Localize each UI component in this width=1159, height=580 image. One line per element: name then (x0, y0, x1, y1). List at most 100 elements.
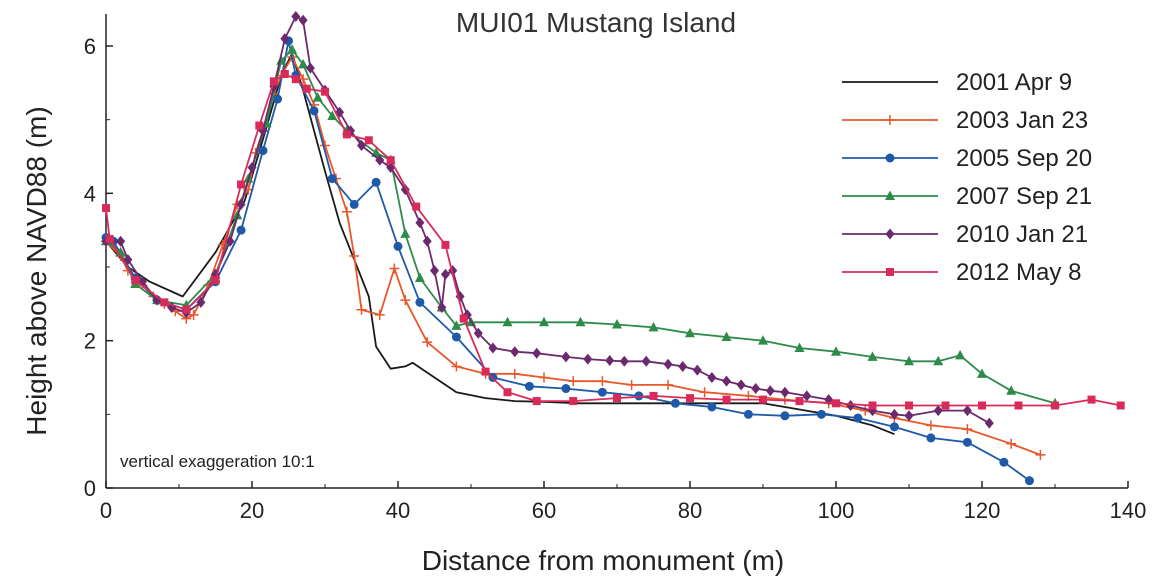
data-point (641, 355, 651, 367)
data-point (905, 401, 913, 410)
legend-entry: 2001 Apr 9 (842, 69, 1072, 96)
data-point (853, 413, 863, 423)
data-point (1087, 395, 1096, 404)
exaggeration-note: vertical exaggeration 10:1 (120, 452, 315, 471)
data-point (451, 361, 462, 372)
data-point (312, 92, 323, 102)
data-point (422, 235, 432, 247)
data-point (795, 397, 804, 406)
legend-label: 2001 Apr 9 (956, 69, 1072, 96)
data-point (440, 268, 450, 280)
axes: 0 20 40 60 80 100 120 140 0 2 4 6 (84, 14, 1146, 523)
x-tick-label: 40 (386, 498, 410, 523)
data-point (831, 346, 841, 356)
data-point (503, 388, 512, 397)
legend-label: 2005 Sep 20 (956, 145, 1092, 172)
data-point (327, 174, 337, 184)
data-point (758, 335, 768, 345)
data-point (481, 367, 490, 376)
data-point (765, 385, 775, 397)
data-point (375, 154, 385, 166)
data-point (374, 309, 385, 320)
data-point (182, 305, 191, 314)
data-point (364, 136, 373, 145)
data-point (459, 314, 468, 323)
data-point (437, 302, 447, 314)
data-point (685, 327, 695, 338)
data-point (524, 381, 534, 391)
data-point (751, 383, 761, 395)
data-point (532, 397, 541, 406)
x-tick-label: 120 (964, 498, 1001, 523)
data-point (131, 276, 140, 285)
data-point (412, 202, 421, 211)
data-point (502, 316, 513, 327)
series-1 (105, 52, 895, 436)
data-point (236, 225, 246, 235)
data-point (743, 409, 753, 419)
x-tick-label: 20 (240, 498, 264, 523)
data-point (1116, 401, 1125, 410)
data-point (225, 235, 235, 247)
data-point (342, 130, 351, 139)
legend: 2001 Apr 9 2003 Jan 23 2005 Sep 20 2007 Sep… (842, 69, 1092, 286)
series-line (105, 73, 1121, 407)
data-point (291, 11, 301, 23)
data-point (561, 384, 571, 394)
data-point (663, 379, 674, 390)
legend-label: 2010 Jan 21 (956, 221, 1088, 248)
series-line (105, 48, 1056, 405)
data-point (605, 355, 615, 367)
series-6 (102, 69, 1125, 410)
y-tick-label: 6 (84, 34, 96, 59)
data-point (305, 62, 315, 74)
data-point (699, 387, 710, 398)
series-line (106, 15, 990, 424)
data-point (255, 121, 264, 130)
data-point (1006, 438, 1017, 449)
data-point (794, 342, 805, 353)
data-point (400, 228, 411, 238)
data-point (889, 422, 899, 432)
data-point (321, 87, 329, 96)
data-point (287, 44, 298, 54)
series-line (105, 39, 1031, 482)
data-point (510, 346, 520, 358)
data-point (269, 77, 278, 86)
data-point (832, 399, 840, 408)
legend-entry: 2012 May 8 (842, 259, 1081, 286)
legend-label: 2003 Jan 23 (956, 107, 1088, 134)
x-tick-label: 0 (100, 498, 112, 523)
data-point (349, 250, 360, 261)
legend-label: 2012 May 8 (956, 259, 1081, 286)
data-point (925, 420, 936, 431)
data-point (1035, 449, 1046, 460)
data-point (211, 276, 220, 285)
data-point (327, 110, 338, 120)
data-point (962, 424, 973, 435)
series-line (105, 56, 1041, 456)
data-point (280, 69, 289, 78)
data-point (868, 401, 877, 410)
data-point (371, 177, 381, 187)
data-point (722, 375, 731, 387)
x-tick-label: 60 (532, 498, 556, 523)
data-point (415, 217, 425, 229)
legend-entry: 2007 Sep 21 (842, 183, 1092, 210)
data-point (583, 353, 593, 365)
data-point (488, 342, 498, 354)
data-point (237, 180, 246, 189)
data-point (926, 433, 936, 443)
data-point (626, 379, 637, 390)
data-point (962, 405, 972, 417)
data-point (1014, 401, 1023, 410)
data-point (1051, 401, 1059, 410)
data-point (400, 295, 411, 306)
data-point (196, 296, 206, 308)
data-point (302, 84, 311, 93)
data-point (722, 395, 731, 404)
data-point (561, 351, 571, 363)
data-point (569, 397, 578, 406)
data-point (692, 364, 702, 376)
data-point (686, 394, 694, 403)
